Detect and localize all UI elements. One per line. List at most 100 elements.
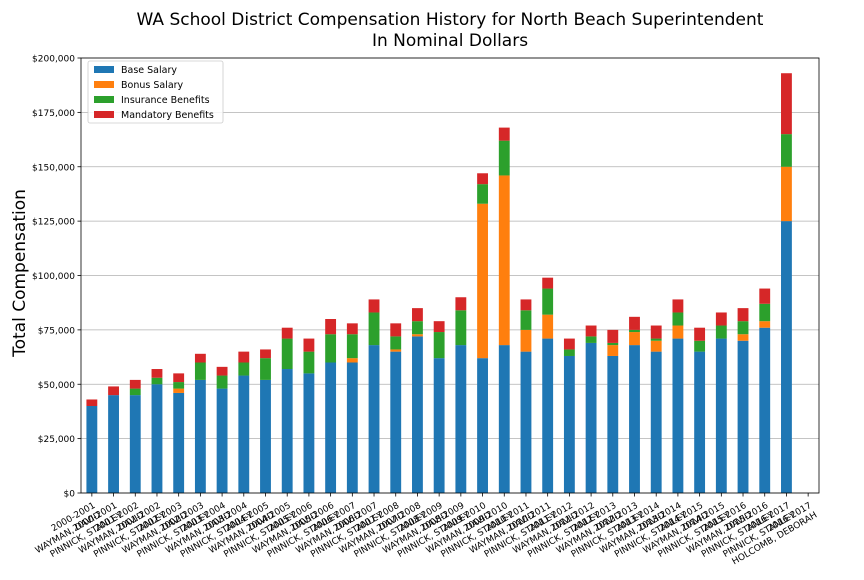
bar-segment-insurance-benefits bbox=[781, 134, 792, 167]
bar-segment-mandatory-benefits bbox=[563, 338, 575, 350]
bar-segment-mandatory-benefits bbox=[498, 127, 510, 141]
bar-segment-base-salary bbox=[781, 221, 792, 493]
bar-segment-mandatory-benefits bbox=[585, 325, 597, 337]
bar-segment-mandatory-benefits bbox=[477, 173, 488, 185]
legend: Base Salary Bonus Salary Insurance Benefit… bbox=[87, 60, 224, 124]
bar-segment-insurance-benefits bbox=[477, 184, 488, 204]
bar-segment-base-salary bbox=[759, 327, 771, 493]
bar-segment-base-salary bbox=[281, 369, 293, 493]
bar-segment-base-salary bbox=[629, 345, 640, 493]
bar-segment-mandatory-benefits bbox=[238, 351, 250, 363]
bar-segment-insurance-benefits bbox=[585, 336, 597, 343]
bar-segment-base-salary bbox=[86, 406, 98, 493]
bar-segment-mandatory-benefits bbox=[129, 379, 141, 389]
bar-segment-base-salary bbox=[715, 338, 727, 493]
bar-segment-insurance-benefits bbox=[542, 288, 554, 315]
bar-segment-base-salary bbox=[563, 355, 575, 493]
bar-segment-mandatory-benefits bbox=[303, 338, 315, 352]
bar-segment-base-salary bbox=[737, 340, 749, 493]
bar-segment-mandatory-benefits bbox=[672, 299, 684, 313]
bar-segment-insurance-benefits bbox=[672, 312, 684, 326]
bar-segment-mandatory-benefits bbox=[759, 288, 771, 304]
bar-segment-insurance-benefits bbox=[563, 349, 575, 356]
bar-segment-insurance-benefits bbox=[390, 336, 402, 350]
bar-segment-base-salary bbox=[260, 379, 271, 493]
bar-segment-base-salary bbox=[216, 388, 228, 493]
y-tick-label: $0 bbox=[64, 490, 76, 500]
bar-segment-bonus-salary bbox=[607, 345, 619, 356]
bar-segment-bonus-salary bbox=[672, 325, 684, 339]
bar-segment-base-salary bbox=[390, 351, 402, 493]
bar-segment-insurance-benefits bbox=[303, 351, 315, 374]
legend-label: Base Salary bbox=[121, 65, 177, 76]
bar-segment-base-salary bbox=[585, 342, 597, 493]
bar-segment-insurance-benefits bbox=[650, 338, 662, 341]
bar-segment-bonus-salary bbox=[781, 166, 792, 222]
bar-segment-insurance-benefits bbox=[737, 321, 749, 335]
bar-segment-base-salary bbox=[412, 336, 423, 493]
bar-segment-bonus-salary bbox=[759, 321, 771, 328]
legend-swatch bbox=[94, 111, 114, 118]
bar-segment-base-salary bbox=[650, 351, 662, 493]
bar-segment-mandatory-benefits bbox=[455, 297, 467, 311]
bar-segment-insurance-benefits bbox=[368, 312, 380, 346]
legend-box bbox=[87, 60, 224, 124]
y-tick-label: $100,000 bbox=[32, 272, 75, 282]
bar-segment-insurance-benefits bbox=[151, 377, 163, 385]
legend-swatch bbox=[94, 81, 114, 88]
bar-segment-mandatory-benefits bbox=[194, 353, 206, 363]
bar-segment-mandatory-benefits bbox=[629, 316, 640, 330]
bar-segment-base-salary bbox=[151, 384, 163, 493]
bars bbox=[86, 73, 792, 493]
chart-title: WA School District Compensation History … bbox=[137, 10, 764, 30]
y-tick-label: $125,000 bbox=[32, 218, 75, 228]
bar-segment-mandatory-benefits bbox=[781, 73, 792, 135]
legend-swatch bbox=[94, 66, 114, 73]
bar-segment-mandatory-benefits bbox=[346, 323, 358, 335]
bar-segment-bonus-salary bbox=[412, 334, 423, 337]
bar-segment-bonus-salary bbox=[542, 314, 554, 339]
chart-subtitle: In Nominal Dollars bbox=[372, 31, 528, 51]
bar-segment-base-salary bbox=[520, 351, 532, 493]
bar-segment-insurance-benefits bbox=[173, 382, 185, 389]
bar-segment-insurance-benefits bbox=[520, 310, 532, 330]
bar-segment-base-salary bbox=[498, 345, 510, 493]
bar-segment-insurance-benefits bbox=[260, 358, 271, 380]
bar-segment-bonus-salary bbox=[650, 340, 662, 352]
bar-segment-mandatory-benefits bbox=[151, 369, 163, 378]
bar-segment-base-salary bbox=[607, 355, 619, 493]
bar-segment-insurance-benefits bbox=[346, 334, 358, 359]
bar-segment-base-salary bbox=[238, 375, 250, 493]
bar-segment-mandatory-benefits bbox=[216, 366, 228, 376]
bar-segment-bonus-salary bbox=[498, 175, 510, 346]
bar-segment-insurance-benefits bbox=[325, 334, 337, 363]
bar-segment-mandatory-benefits bbox=[390, 323, 402, 337]
bar-segment-insurance-benefits bbox=[216, 375, 228, 389]
bar-segment-bonus-salary bbox=[737, 334, 749, 341]
bar-segment-base-salary bbox=[368, 345, 380, 493]
bar-segment-insurance-benefits bbox=[694, 340, 706, 352]
legend-label: Insurance Benefits bbox=[121, 95, 210, 106]
bar-segment-insurance-benefits bbox=[129, 388, 141, 396]
bar-segment-mandatory-benefits bbox=[433, 321, 445, 333]
bar-segment-insurance-benefits bbox=[498, 140, 510, 176]
bar-segment-mandatory-benefits bbox=[260, 349, 271, 359]
bar-segment-base-salary bbox=[694, 351, 706, 493]
bar-segment-insurance-benefits bbox=[607, 342, 619, 346]
bar-segment-mandatory-benefits bbox=[173, 373, 185, 383]
y-tick-label: $25,000 bbox=[38, 435, 75, 445]
bar-segment-mandatory-benefits bbox=[650, 325, 662, 339]
bar-segment-base-salary bbox=[194, 379, 206, 493]
bar-segment-mandatory-benefits bbox=[86, 399, 98, 406]
bar-segment-insurance-benefits bbox=[759, 303, 771, 322]
bar-segment-mandatory-benefits bbox=[412, 308, 423, 322]
bar-segment-insurance-benefits bbox=[194, 362, 206, 380]
plot-frame bbox=[80, 57, 820, 494]
bar-segment-insurance-benefits bbox=[455, 310, 467, 346]
bar-segment-bonus-salary bbox=[346, 358, 358, 363]
bar-segment-base-salary bbox=[108, 395, 119, 493]
bar-segment-bonus-salary bbox=[173, 388, 185, 393]
y-axis-label: Total Compensation bbox=[10, 189, 30, 358]
bar-segment-base-salary bbox=[325, 362, 337, 493]
